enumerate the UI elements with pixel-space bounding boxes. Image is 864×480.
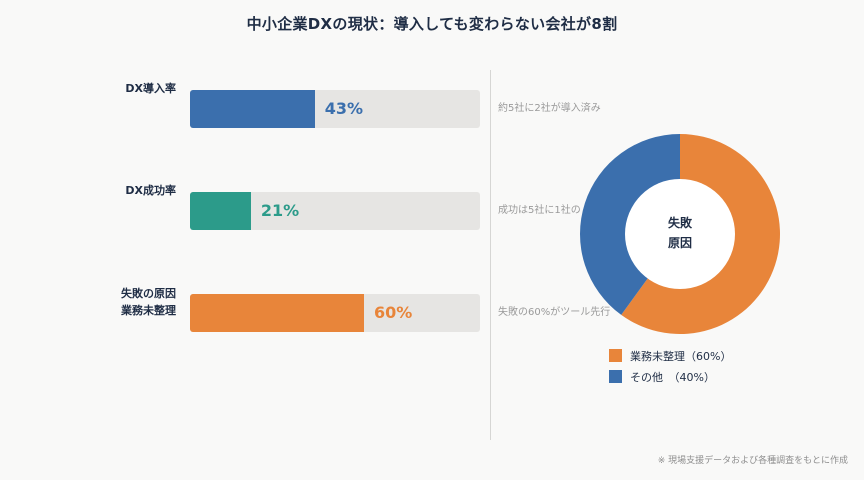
data-label-dx-adoption: 43% [324,99,363,118]
legend-swatch-unorganized [609,349,622,362]
donut-center-line-1: 失敗 [667,216,692,230]
footnote: ※ 現場支援データおよび各種調査をもとに作成 [657,456,848,466]
legend-item-unorganized: 業務未整理（60%） [609,349,731,364]
bar-track-failure-cause: 60% [190,294,480,332]
bar-label-text: DX成功率 [125,184,176,197]
bar-label-failure-cause: 失敗の原因 業務未整理 [121,285,176,319]
note-dx-adoption: 約5社に2社が導入済み [498,103,601,114]
donut-hole [625,179,735,289]
divider [490,70,491,440]
bar-failure-cause [190,294,364,332]
data-label-dx-success: 21% [260,201,300,220]
donut-chart [580,134,780,334]
legend-label: その他 （40%） [630,371,715,384]
bar-label-line-1: 失敗の原因 [121,287,176,300]
bar-label-dx-adoption: DX導入率 [125,80,176,97]
legend-swatch-other [609,370,622,383]
bar-track-dx-adoption: 43% [190,90,480,128]
bar-label-text: DX導入率 [125,82,176,95]
donut-center-line-2: 原因 [667,236,692,250]
bar-track-dx-success: 21% [190,192,480,230]
bar-dx-success [190,192,251,230]
bar-label-line-2: 業務未整理 [121,304,176,317]
data-label-failure-cause: 60% [374,303,413,322]
note-dx-success: 成功は5社に1社の [498,205,581,216]
legend-label: 業務未整理（60%） [630,350,732,363]
note-failure-cause: 失敗の60%がツール先行 [498,307,611,318]
chart-title: 中小企業DXの現状：導入しても変わらない会社が8割 [246,15,618,33]
bar-label-dx-success: DX成功率 [125,182,176,199]
donut-center-label: 失敗 原因 [640,213,720,253]
legend-item-other: その他 （40%） [609,370,715,385]
bar-dx-adoption [190,90,315,128]
